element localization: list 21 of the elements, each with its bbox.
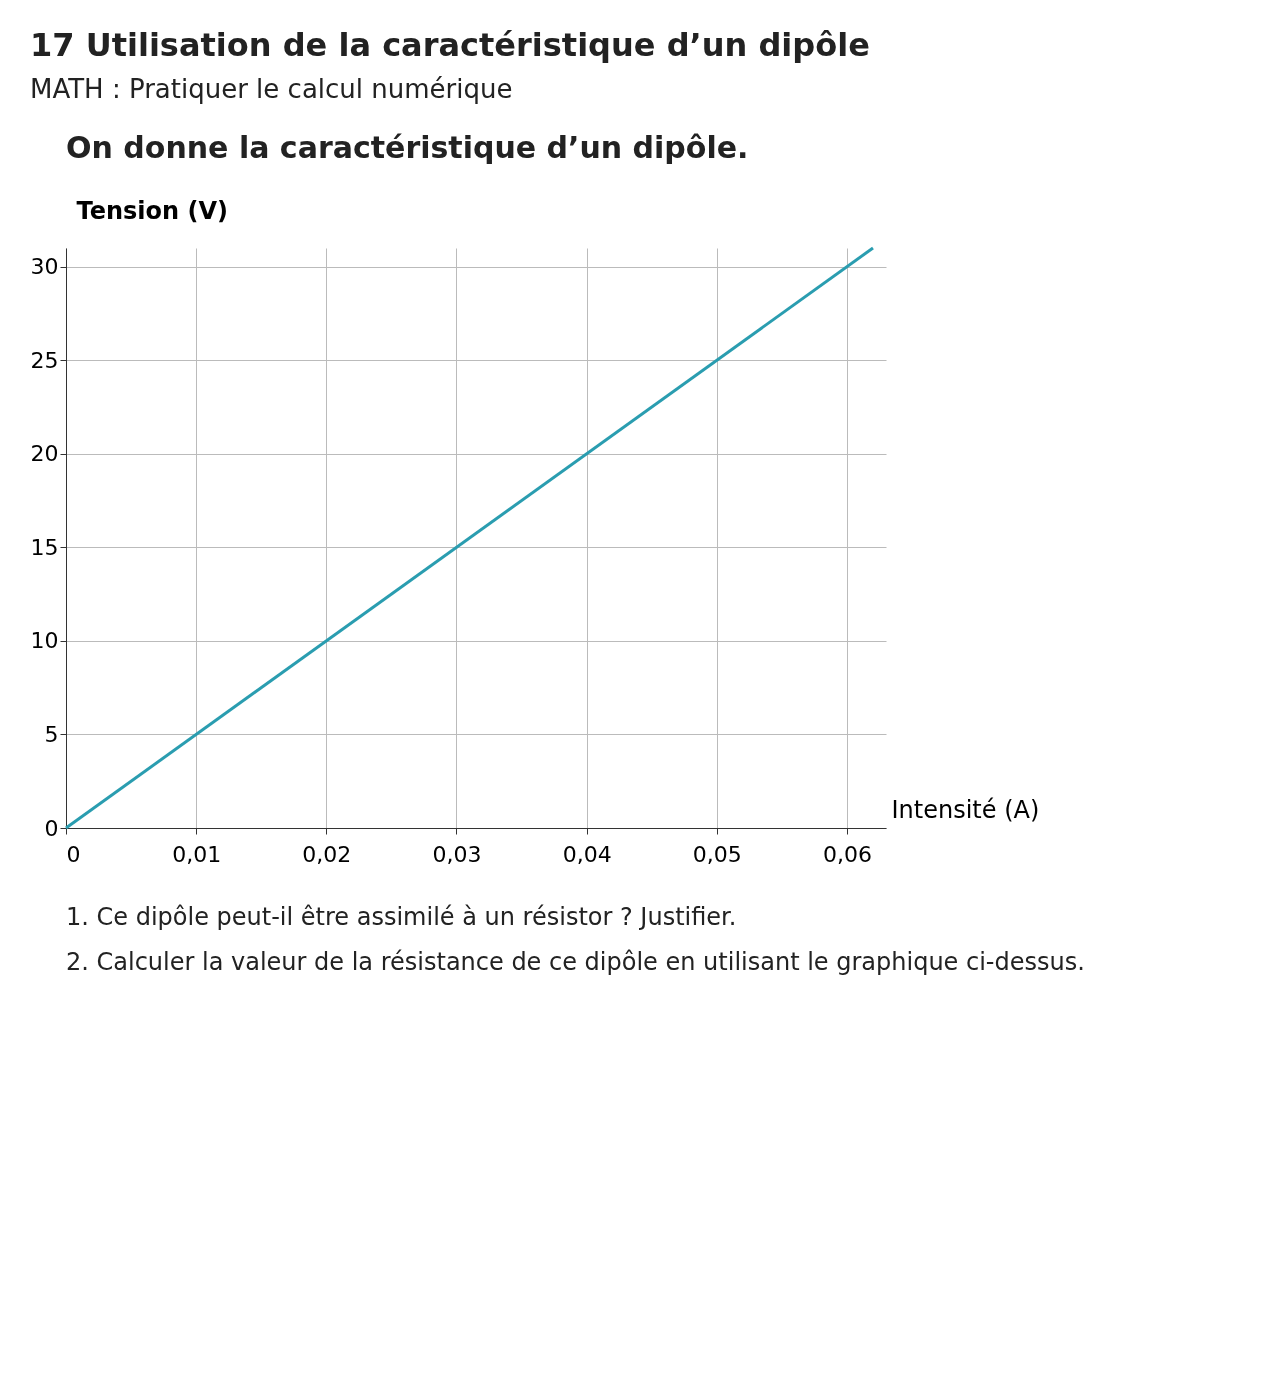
x-tick-label: 0,06 [822, 841, 872, 867]
x-tick-label: 0,03 [432, 841, 482, 867]
y-tick-label: 20 [30, 441, 59, 467]
text: 1. Ce dipôle peut-il être assimilé à un résistor ? Justifier. [66, 902, 737, 931]
y-tick-label: 25 [30, 347, 59, 373]
x-tick-label: 0,02 [302, 841, 352, 867]
text: 2. Calculer la valeur de la résistance de ce dipôle en utilisant le graphique ci-dessus. [66, 947, 1085, 976]
y-tick-label: 5 [44, 721, 59, 747]
x-tick-label: 0,04 [562, 841, 612, 867]
x-axis-title: Intensité (A) [891, 795, 1040, 824]
x-tick-label: 0,01 [172, 841, 222, 867]
chart-subtitle: MATH : Pratiquer le calcul numérique [30, 74, 513, 104]
text: On donne la caractéristique d’un dipôle. [66, 130, 749, 165]
x-tick-label: 0 [66, 841, 81, 867]
y-tick-label: 10 [30, 628, 59, 654]
y-tick-label: 15 [30, 534, 59, 560]
x-tick-label: 0,05 [692, 841, 742, 867]
y-tick-label: 0 [44, 815, 59, 841]
chart-title: 17 Utilisation de la caractéristique d’un dipôle [30, 26, 870, 64]
y-axis-title: Tension (V) [76, 196, 228, 225]
y-tick-label: 30 [30, 254, 59, 280]
